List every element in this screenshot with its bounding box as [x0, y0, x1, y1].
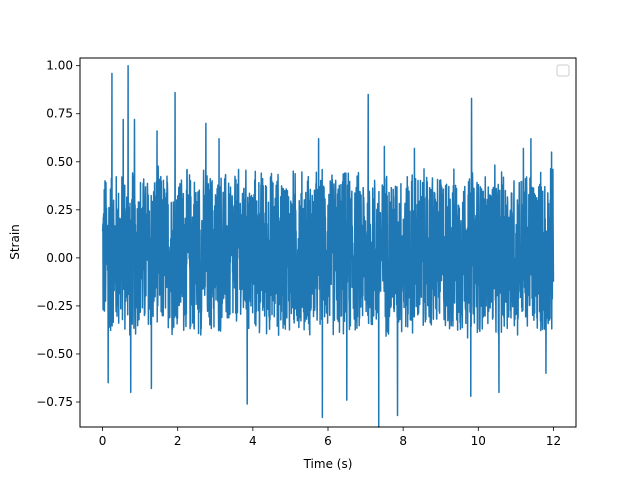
y-tick-label: −0.75 [36, 395, 73, 409]
x-tick-label: 0 [99, 434, 107, 448]
series-line [101, 64, 555, 428]
series-layer [101, 64, 555, 428]
x-tick-label: 10 [471, 434, 486, 448]
y-axis-label: Strain [8, 224, 22, 260]
x-tick-label: 12 [546, 434, 561, 448]
plot-frame [79, 57, 577, 428]
y-tick-label: 1.00 [46, 59, 73, 73]
y-tick-label: −0.25 [36, 299, 73, 313]
y-axis-ticks: −0.75 −0.50 −0.25 0.00 0.25 0.50 0.75 1.00 [36, 59, 80, 409]
legend-box [556, 64, 570, 77]
y-tick-label: −0.50 [36, 347, 73, 361]
y-tick-label: 0.25 [46, 203, 73, 217]
x-axis-label: Time (s) [303, 457, 353, 471]
x-tick-label: 4 [249, 434, 257, 448]
y-tick-label: 0.50 [46, 155, 73, 169]
y-tick-label: 0.75 [46, 107, 73, 121]
x-tick-label: 6 [324, 434, 332, 448]
x-axis-ticks: 0 2 4 6 8 10 12 [99, 427, 561, 448]
y-tick-label: 0.00 [46, 251, 73, 265]
x-tick-label: 2 [174, 434, 182, 448]
x-tick-label: 8 [399, 434, 407, 448]
